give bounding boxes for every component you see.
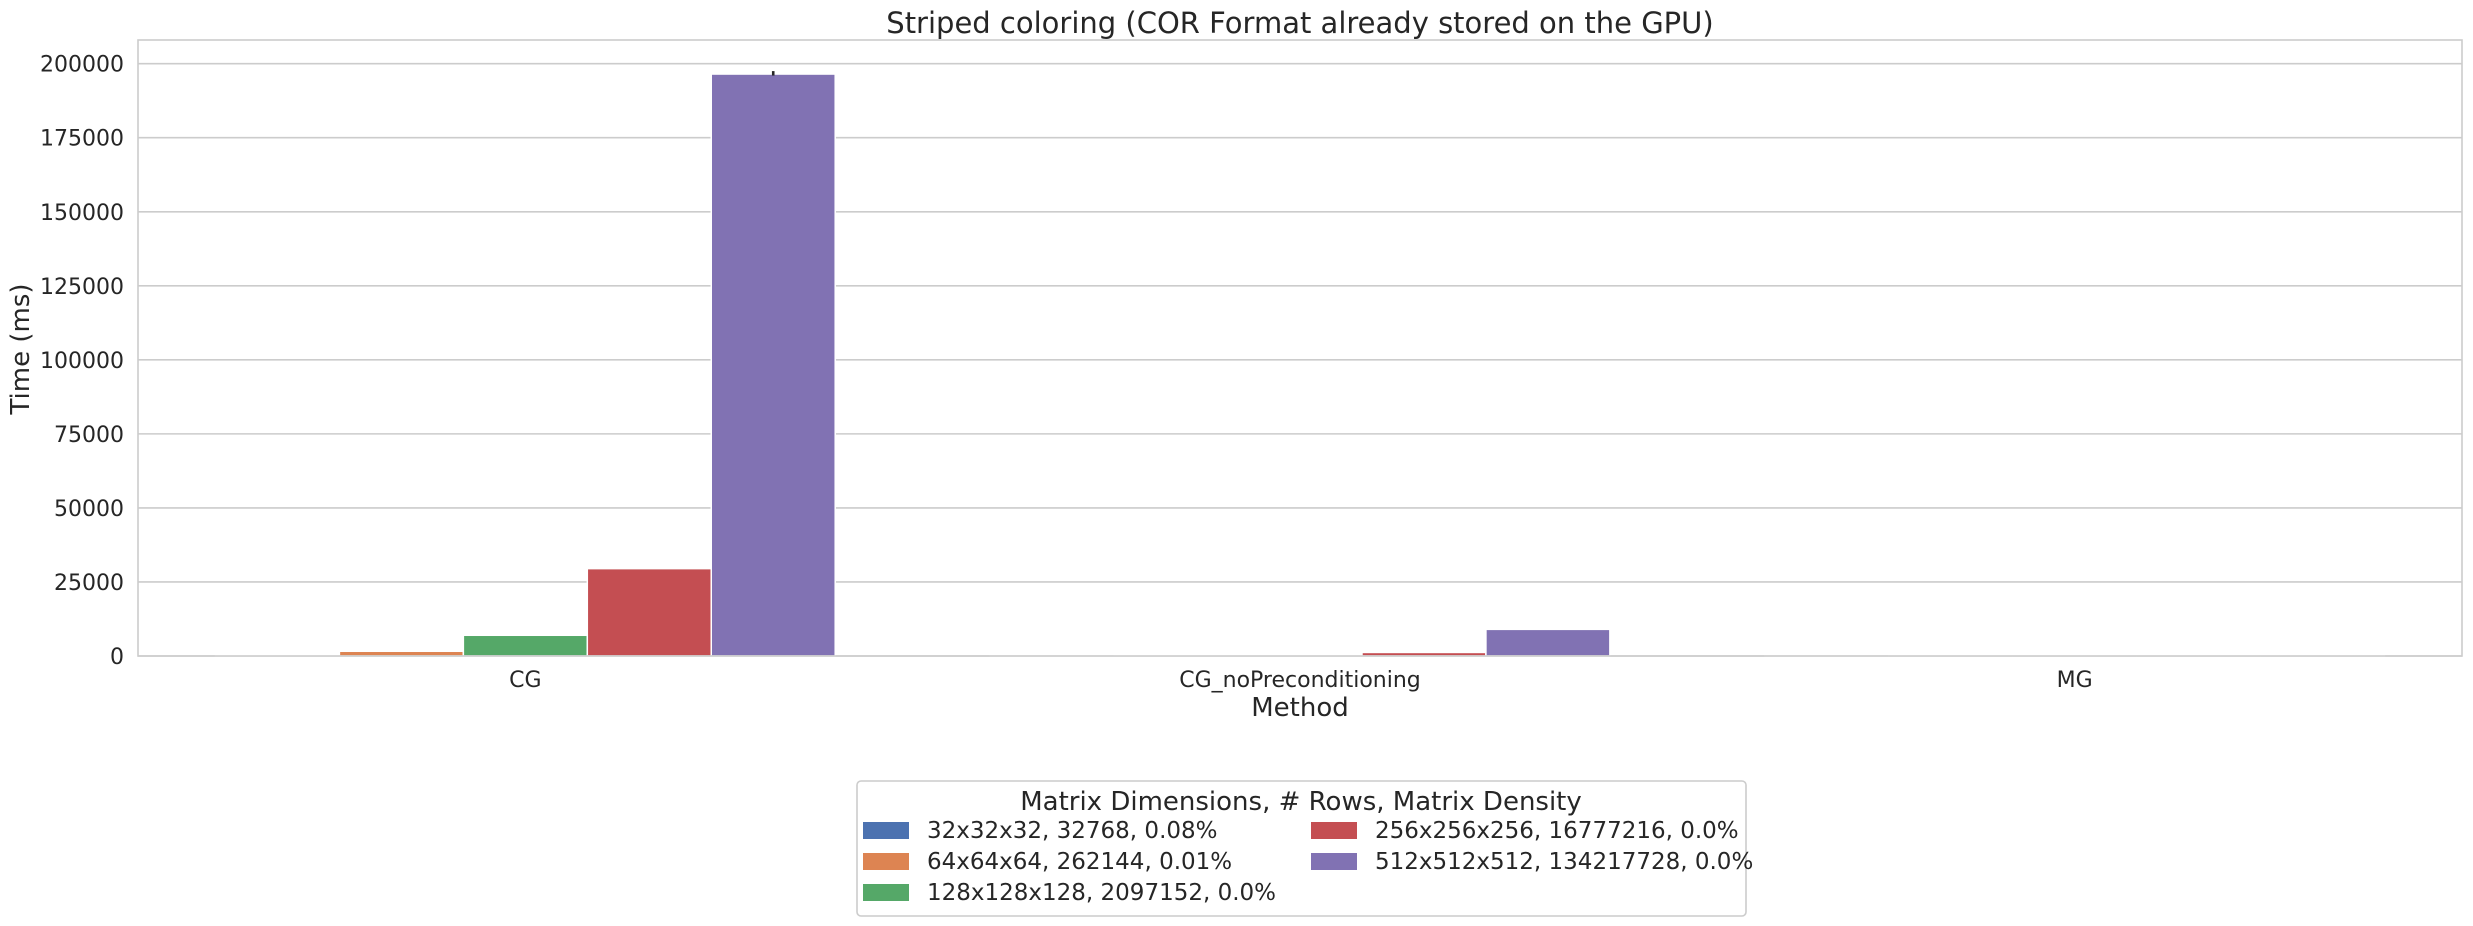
- legend-swatch: [863, 822, 909, 839]
- legend-swatch: [863, 884, 909, 901]
- x-tick-labels: CG CG_noPreconditioning MG: [509, 668, 2093, 693]
- y-tick-labels: 0 25000 50000 75000 100000 125000 150000 175000…: [40, 53, 124, 670]
- y-tick-label: 0: [110, 645, 124, 670]
- legend-swatch: [863, 853, 909, 870]
- y-tick-label: 200000: [40, 53, 124, 78]
- y-tick-label: 175000: [40, 127, 124, 152]
- y-tick-label: 25000: [54, 571, 124, 596]
- legend: Matrix Dimensions, # Rows, Matrix Densit…: [856, 780, 1753, 917]
- legend-label: 64x64x64, 262144, 0.01%: [927, 849, 1232, 875]
- x-tick-label: MG: [2057, 668, 2093, 693]
- bar: [710, 73, 836, 657]
- plot-frame: [137, 39, 2463, 657]
- legend-label: 512x512x512, 134217728, 0.0%: [1375, 849, 1753, 875]
- legend-swatch: [1311, 853, 1357, 870]
- legend-title: Matrix Dimensions, # Rows, Matrix Densit…: [1020, 787, 1582, 817]
- legend-label: 32x32x32, 32768, 0.08%: [927, 818, 1218, 844]
- bar: [586, 567, 713, 657]
- y-tick-label: 125000: [40, 275, 124, 300]
- y-tick-label: 75000: [54, 423, 124, 448]
- legend-frame: [856, 780, 1747, 917]
- chart-title: Striped coloring (COR Format already sto…: [886, 6, 1713, 40]
- bars: [214, 71, 2386, 657]
- legend-label: 256x256x256, 16777216, 0.0%: [1375, 818, 1739, 844]
- legend-swatch: [1311, 822, 1357, 839]
- gridlines: [138, 62, 2462, 657]
- y-tick-label: 150000: [40, 201, 124, 226]
- bar: [462, 634, 589, 657]
- bar: [1485, 628, 1611, 657]
- x-tick-label: CG_noPreconditioning: [1179, 668, 1421, 693]
- y-tick-label: 100000: [40, 349, 124, 374]
- x-axis-label: Method: [1251, 693, 1349, 723]
- legend-label: 128x128x128, 2097152, 0.0%: [927, 880, 1276, 906]
- y-tick-label: 50000: [54, 497, 124, 522]
- legend-items: 32x32x32, 32768, 0.08% 64x64x64, 262144, …: [863, 818, 1753, 906]
- y-axis-label: Time (ms): [6, 283, 36, 415]
- x-tick-label: CG: [509, 668, 541, 693]
